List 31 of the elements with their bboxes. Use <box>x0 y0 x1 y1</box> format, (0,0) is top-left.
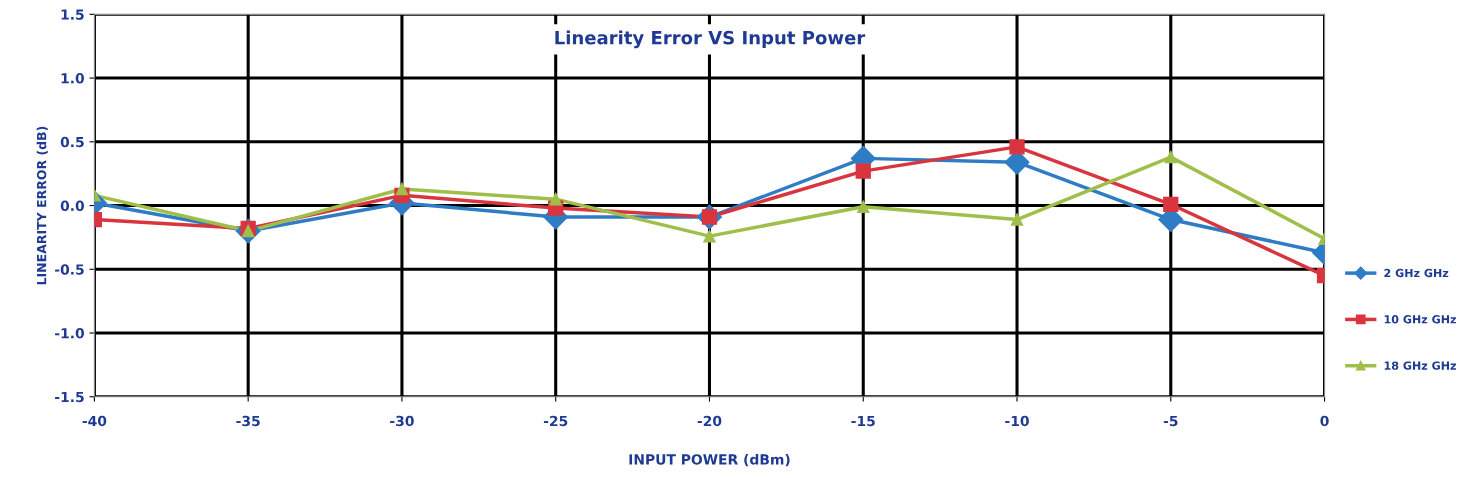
x-tick-label: -35 <box>236 415 260 427</box>
point <box>855 163 871 179</box>
y-tick-label: -1.0 <box>55 327 85 339</box>
text: Linearity Error VS Input Power <box>555 30 866 49</box>
legend-label: 18 GHz GHz <box>1384 361 1456 370</box>
x-tick-label: 0 <box>1320 415 1329 427</box>
point <box>1164 150 1178 164</box>
x-tick-label: -30 <box>390 415 414 427</box>
y-tick-label: 0.5 <box>60 136 84 148</box>
x-tick-label: -5 <box>1163 415 1178 427</box>
y-tick-label: -0.5 <box>55 264 84 275</box>
x-tick-label: -25 <box>543 415 568 427</box>
x-tick-label: -40 <box>82 415 107 427</box>
x-tick-label: -15 <box>851 415 875 427</box>
point <box>703 229 716 243</box>
x-tick-label: -20 <box>697 415 722 427</box>
legend-label: 10 GHz GHz <box>1384 315 1456 324</box>
point <box>1010 213 1024 226</box>
point <box>549 192 562 206</box>
point <box>395 182 409 196</box>
y-tick-label: 1.0 <box>61 73 85 84</box>
x-axis-title: INPUT POWER (dBm) <box>629 453 790 467</box>
point <box>1163 196 1179 212</box>
x-tick-label: -10 <box>1005 415 1029 427</box>
legend-label: 2 GHz GHz <box>1384 268 1449 278</box>
point <box>1009 139 1025 155</box>
y-tick-label: -1.5 <box>55 391 84 403</box>
y-tick-label: 0.0 <box>60 200 85 212</box>
point <box>856 200 870 214</box>
y-tick-label: 1.5 <box>61 9 84 20</box>
y-axis-title: LINEARITY ERROR (dB) <box>36 126 48 285</box>
